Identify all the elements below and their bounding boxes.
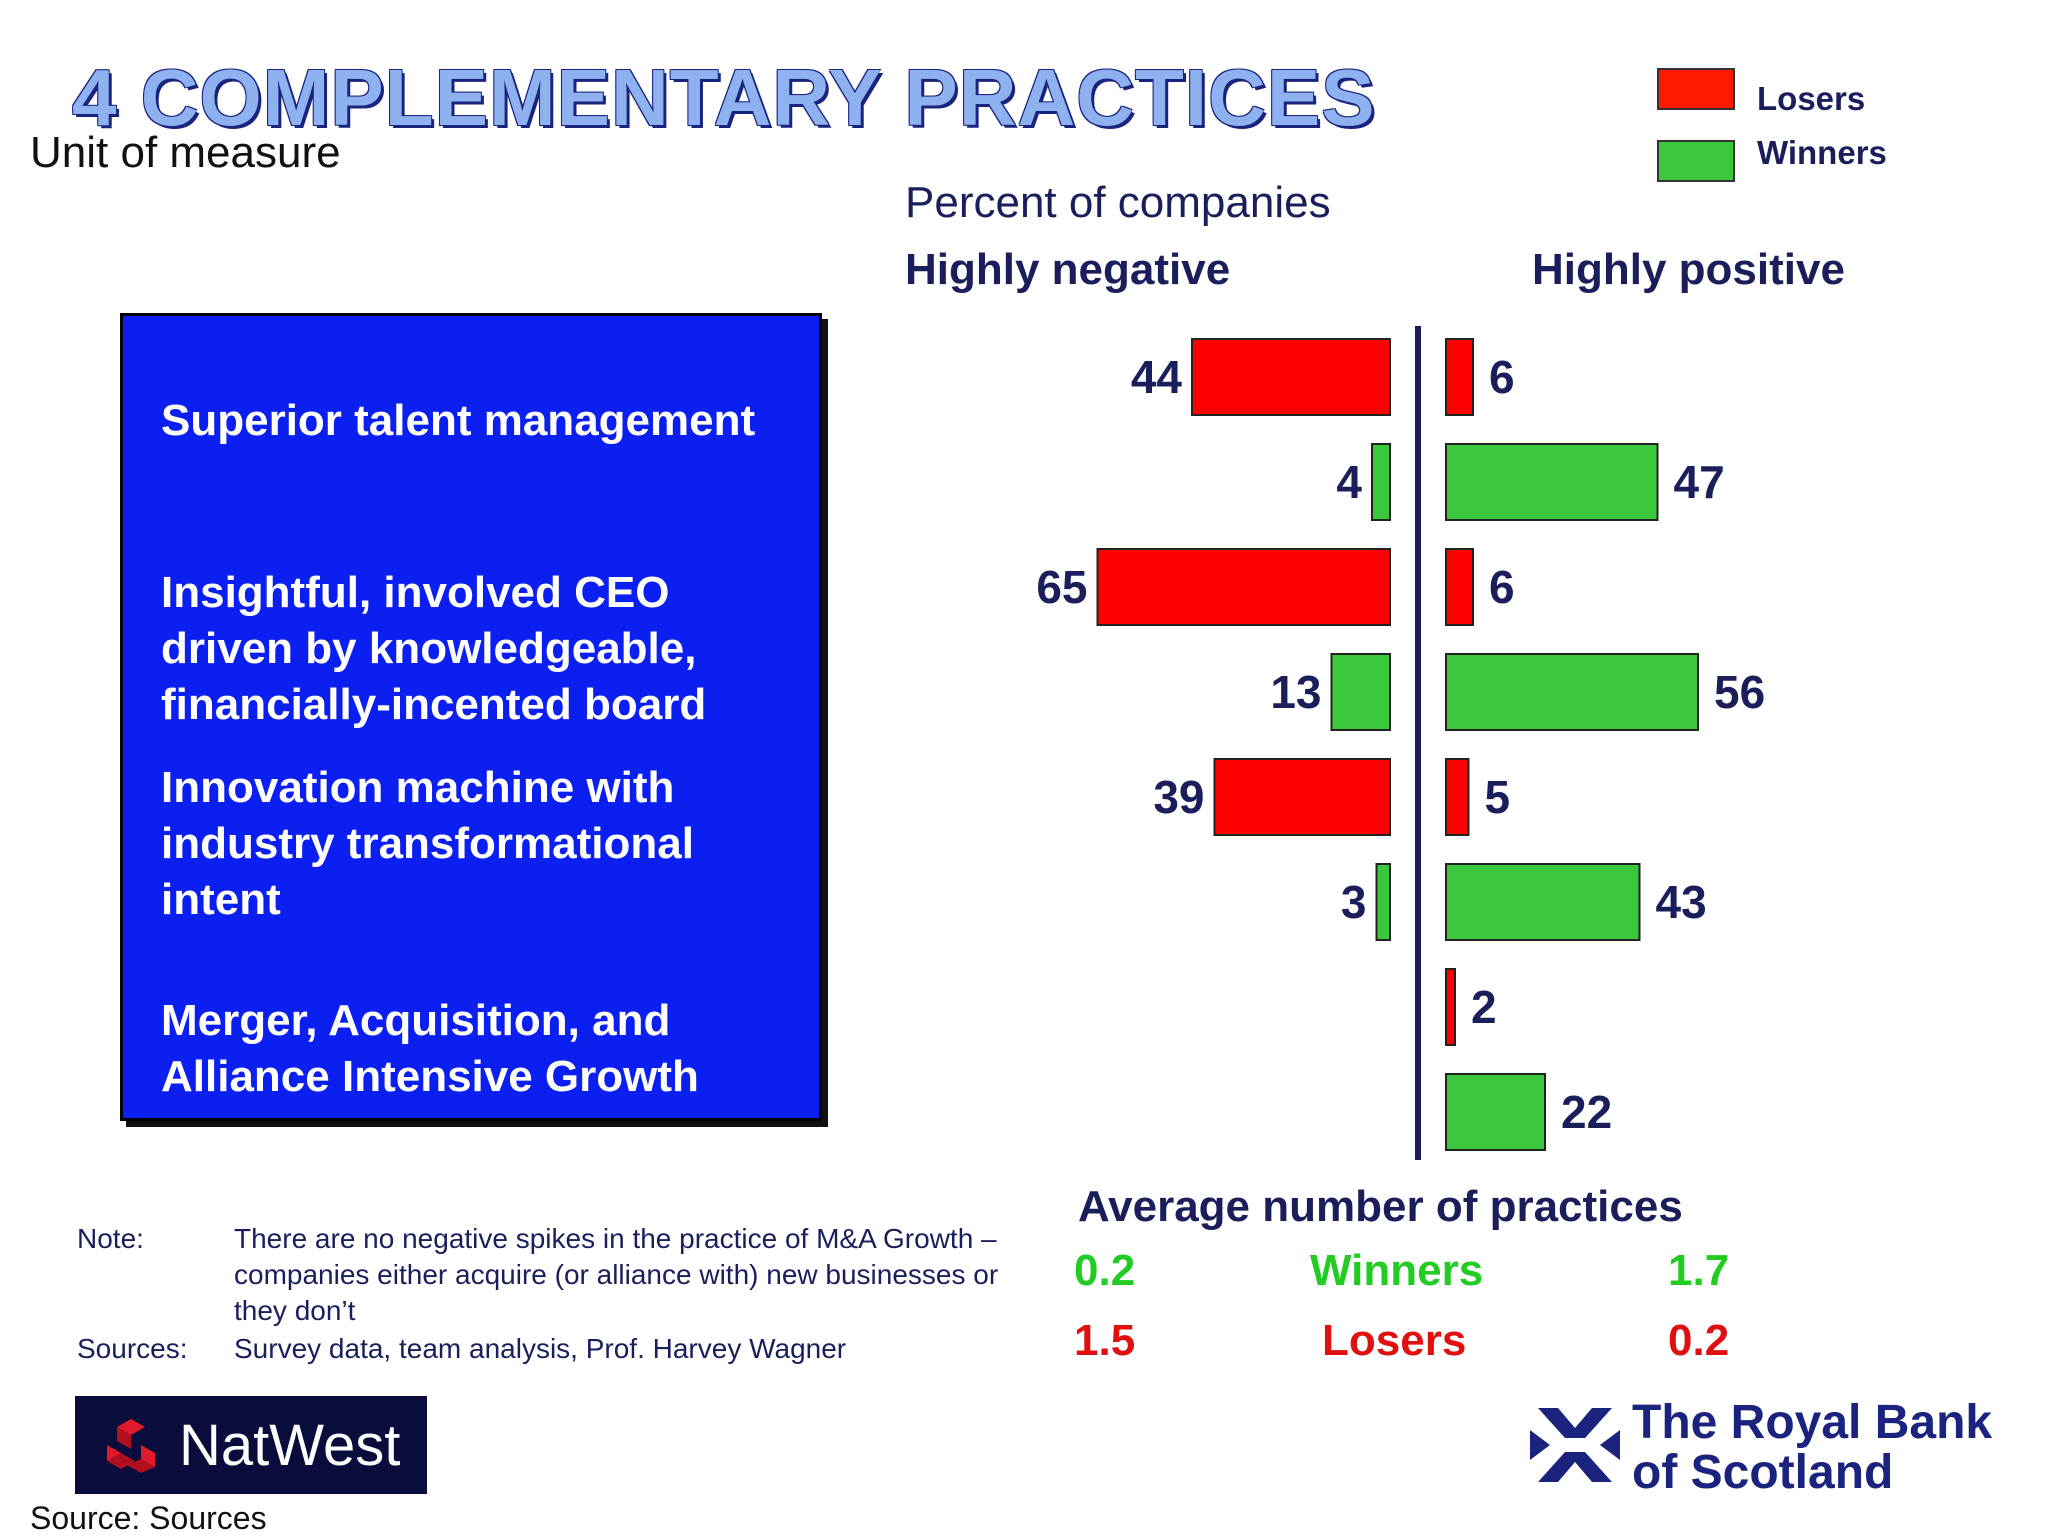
legend-swatch-winners — [1657, 140, 1735, 182]
rbs-line2: of Scotland — [1632, 1446, 1894, 1499]
unit-of-measure: Unit of measure — [30, 128, 341, 177]
practice-label: Innovation machine with industry transfo… — [161, 763, 694, 924]
data-label: 44 — [1131, 351, 1183, 403]
data-label: 2 — [1471, 981, 1497, 1033]
practice-label: Merger, Acquisition, and Alliance Intens… — [161, 996, 699, 1101]
header-highly-negative: Highly negative — [905, 245, 1231, 294]
legend-label-winners: Winners — [1757, 134, 1887, 171]
bar-losers-negative — [1213, 758, 1391, 836]
data-label: 56 — [1714, 666, 1765, 718]
average-winners-positive: 1.7 — [1668, 1246, 1730, 1295]
data-label: 43 — [1656, 876, 1707, 928]
header-highly-positive: Highly positive — [1532, 245, 1845, 294]
legend-label-losers: Losers — [1757, 80, 1866, 117]
chart-subtitle: Percent of companies — [905, 178, 1331, 227]
natwest-wordmark: NatWest — [179, 1412, 401, 1478]
bar-losers-positive — [1445, 968, 1456, 1046]
bar-losers-positive — [1445, 548, 1474, 626]
natwest-cubes-icon — [107, 1419, 155, 1473]
data-label: 6 — [1489, 561, 1515, 613]
legend-swatch-losers — [1657, 68, 1735, 110]
footer-source: Source: Sources — [30, 1500, 267, 1536]
bar-losers-positive — [1445, 338, 1474, 416]
data-label: 22 — [1561, 1086, 1612, 1138]
data-label: 3 — [1341, 876, 1367, 928]
bar-losers-positive — [1445, 758, 1470, 836]
data-label: 4 — [1336, 456, 1362, 508]
rbs-line1: The Royal Bank — [1632, 1396, 1993, 1449]
note-label: Note: — [77, 1223, 144, 1254]
data-label: 39 — [1153, 771, 1204, 823]
bar-losers-negative — [1096, 548, 1391, 626]
bar-winners-positive — [1445, 653, 1699, 731]
sources-text: Survey data, team analysis, Prof. Harvey… — [234, 1333, 847, 1364]
bar-winners-positive — [1445, 1073, 1546, 1151]
data-label: 5 — [1485, 771, 1511, 823]
data-label: 65 — [1036, 561, 1087, 613]
note-text: There are no negative spikes in the prac… — [234, 1223, 999, 1326]
natwest-logo: NatWest — [75, 1396, 427, 1494]
practice-label: Superior talent management — [161, 396, 756, 445]
rbs-daisy-icon — [1530, 1408, 1620, 1482]
practice-label: Insightful, involved CEO driven by knowl… — [161, 568, 707, 729]
data-label: 47 — [1674, 456, 1725, 508]
bar-winners-negative — [1371, 443, 1391, 521]
practices-box: Superior talent management Insightful, i… — [120, 313, 822, 1121]
average-winners-label: Winners — [1310, 1246, 1484, 1295]
average-winners-negative: 0.2 — [1074, 1246, 1136, 1295]
data-label: 6 — [1489, 351, 1515, 403]
bar-winners-positive — [1445, 443, 1659, 521]
data-label: 13 — [1270, 666, 1321, 718]
average-title: Average number of practices — [1078, 1182, 1683, 1231]
bar-losers-negative — [1191, 338, 1391, 416]
bar-winners-positive — [1445, 863, 1641, 941]
average-losers-negative: 1.5 — [1074, 1316, 1136, 1365]
average-losers-positive: 0.2 — [1668, 1316, 1730, 1365]
sources-label: Sources: — [77, 1333, 188, 1364]
bar-winners-negative — [1330, 653, 1391, 731]
bar-winners-negative — [1375, 863, 1391, 941]
rbs-wordmark: The Royal Bank of Scotland — [1632, 1398, 1992, 1498]
page-title: 4 COMPLEMENTARY PRACTICES — [72, 53, 1376, 142]
average-losers-label: Losers — [1322, 1316, 1467, 1365]
